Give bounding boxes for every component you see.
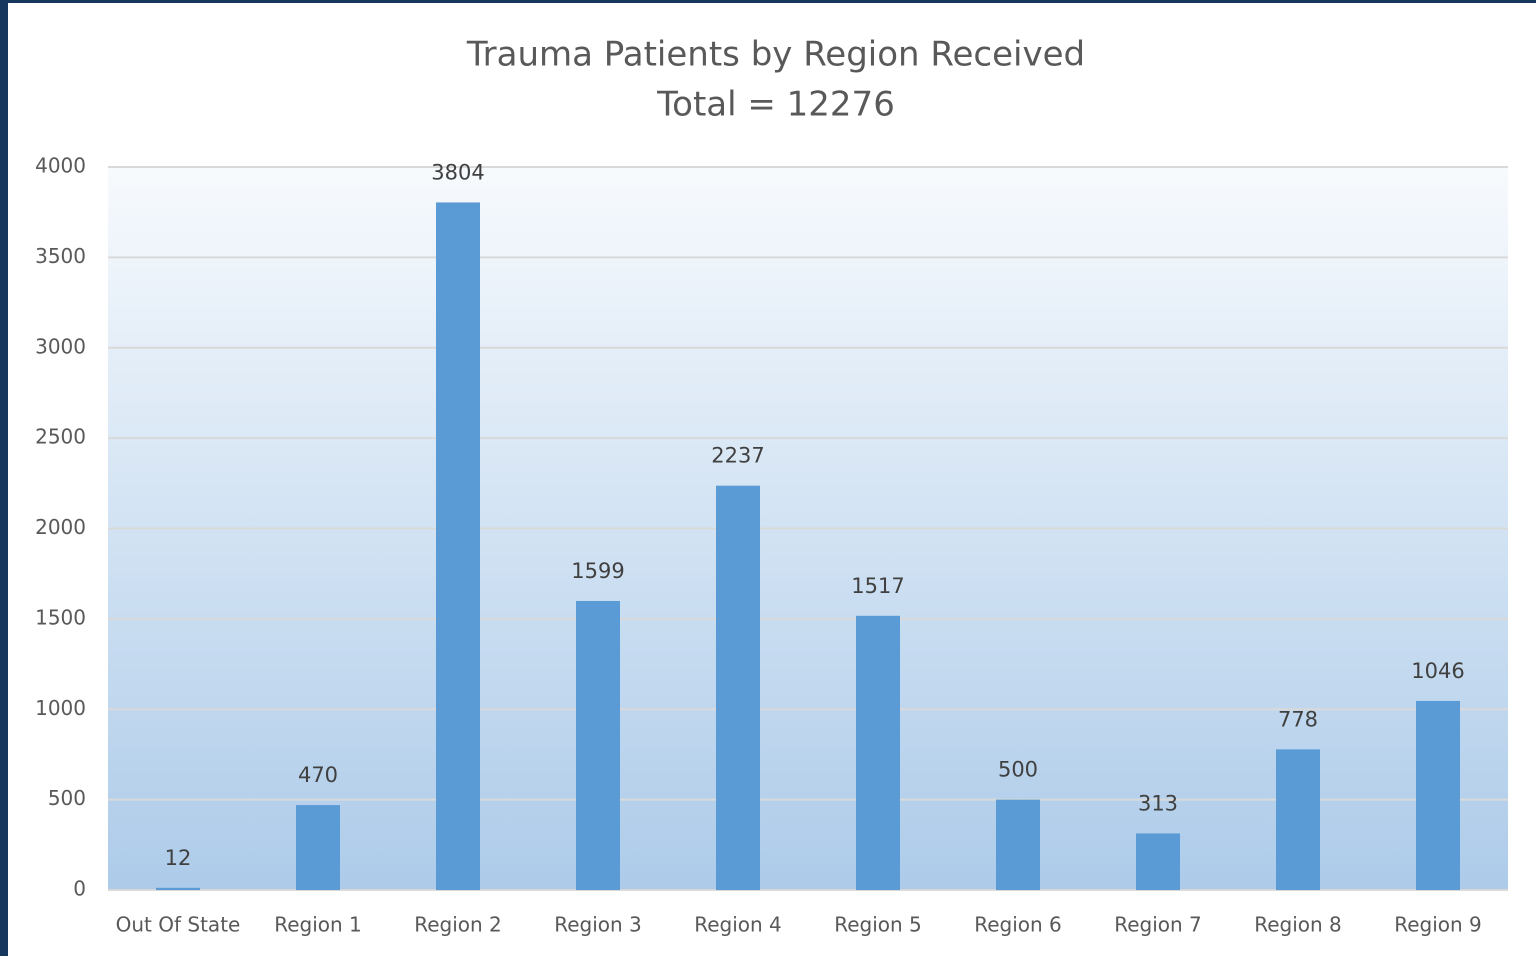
- chart-title: Trauma Patients by Region Received: [466, 35, 1085, 75]
- data-label: 3804: [431, 160, 484, 184]
- data-label: 1046: [1411, 659, 1464, 683]
- y-tick-label: 2000: [35, 515, 86, 539]
- y-tick-label: 1000: [35, 696, 86, 720]
- x-tick-label: Region 4: [694, 913, 782, 937]
- bar: [296, 805, 340, 890]
- x-tick-label: Region 8: [1254, 913, 1342, 937]
- y-tick-label: 4000: [35, 154, 86, 178]
- y-tick-label: 1500: [35, 605, 86, 629]
- bar: [1276, 749, 1320, 890]
- data-label: 1517: [851, 574, 904, 598]
- x-tick-label: Region 9: [1394, 913, 1482, 937]
- bar: [716, 485, 760, 890]
- y-tick-label: 3500: [35, 244, 86, 268]
- data-label: 500: [998, 758, 1038, 782]
- x-tick-label: Out Of State: [116, 913, 241, 937]
- bar: [436, 202, 480, 890]
- y-tick-label: 0: [73, 877, 86, 901]
- y-tick-label: 2500: [35, 425, 86, 449]
- data-label: 1599: [571, 559, 624, 583]
- bar: [1136, 833, 1180, 890]
- x-tick-label: Region 2: [414, 913, 502, 937]
- data-label: 313: [1138, 791, 1178, 815]
- data-label: 2237: [711, 444, 764, 468]
- chart-subtitle: Total = 12276: [656, 85, 895, 125]
- data-label: 12: [165, 846, 192, 870]
- bar: [156, 887, 200, 890]
- x-tick-label: Region 1: [274, 913, 362, 937]
- bar: [576, 600, 620, 890]
- y-tick-label: 3000: [35, 334, 86, 358]
- x-tick-label: Region 5: [834, 913, 922, 937]
- data-label: 778: [1278, 707, 1318, 731]
- y-tick-label: 500: [48, 786, 86, 810]
- x-tick-label: Region 7: [1114, 913, 1202, 937]
- bar: [996, 799, 1040, 890]
- bar: [856, 615, 900, 890]
- x-tick-label: Region 6: [974, 913, 1062, 937]
- bar: [1416, 700, 1460, 890]
- x-tick-label: Region 3: [554, 913, 642, 937]
- data-label: 470: [298, 763, 338, 787]
